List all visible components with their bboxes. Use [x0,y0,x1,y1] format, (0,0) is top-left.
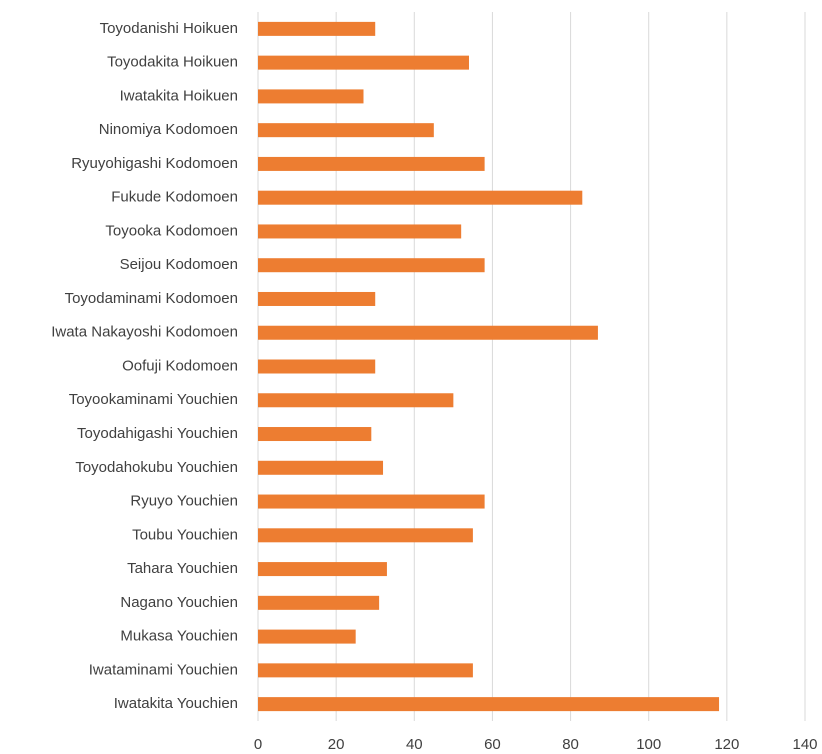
bar [258,123,434,138]
bar [258,224,462,239]
y-tick-label: Oofuji Kodomoen [122,357,238,374]
bar [258,325,598,340]
bar [258,494,485,509]
bar [258,258,485,273]
bar [258,190,583,205]
x-tick-label: 60 [484,736,501,753]
y-tick-label: Toyodanishi Hoikuen [100,20,238,37]
bar [258,562,387,577]
bar [258,697,720,712]
x-tick-label: 140 [792,736,817,753]
y-tick-label: Toyooka Kodomoen [105,222,238,239]
bar [258,359,376,374]
x-tick-label: 80 [562,736,579,753]
x-tick-label: 100 [636,736,661,753]
y-tick-label: Toyodahokubu Youchien [75,459,238,476]
y-tick-label: Nagano Youchien [120,594,238,611]
y-tick-label: Ryuyohigashi Kodomoen [71,155,238,172]
bar [258,156,485,171]
bar [258,663,473,678]
y-tick-label: Toyodakita Hoikuen [107,54,238,71]
x-tick-label: 40 [406,736,423,753]
bar [258,595,380,610]
y-tick-label: Mukasa Youchien [120,628,238,645]
y-tick-label: Ryuyo Youchien [130,493,238,510]
y-tick-label: Seijou Kodomoen [120,256,238,273]
y-tick-label: Toubu Youchien [132,526,238,543]
bar [258,528,473,543]
y-tick-label: Iwatakita Youchien [114,695,238,712]
y-tick-label: Toyodahigashi Youchien [77,425,238,442]
y-tick-label: Tahara Youchien [127,560,238,577]
bar [258,460,384,475]
bar [258,629,356,644]
y-tick-label: Iwata Nakayoshi Kodomoen [51,324,238,341]
y-tick-label: Iwatakita Hoikuen [120,87,238,104]
bar [258,427,372,442]
x-tick-label: 0 [254,736,262,753]
y-tick-label: Toyodaminami Kodomoen [65,290,238,307]
y-tick-label: Toyookaminami Youchien [69,391,238,408]
bar [258,393,454,408]
y-tick-label: Ninomiya Kodomoen [99,121,238,138]
bar [258,55,469,70]
x-tick-label: 20 [328,736,345,753]
bar [258,21,376,36]
bar [258,291,376,306]
y-tick-label: Iwataminami Youchien [89,661,238,678]
bar [258,89,364,104]
x-tick-label: 120 [714,736,739,753]
y-tick-label: Fukude Kodomoen [111,189,238,206]
